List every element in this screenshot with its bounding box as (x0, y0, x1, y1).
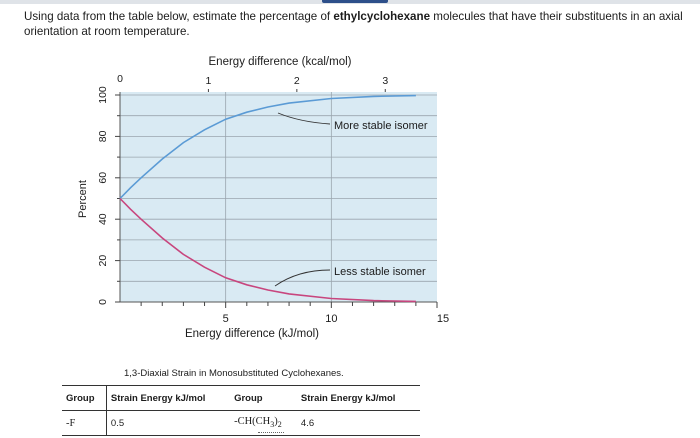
table-row: -F 0.5 -CH(CH3)2 4.6 (62, 410, 420, 436)
y-tick-label: 40 (97, 213, 109, 225)
header-badge (322, 0, 388, 3)
x-tick-label: 10 (325, 313, 337, 325)
series-line-more-stable (119, 94, 416, 200)
table-header-row: Group Strain Energy kJ/mol Group Strain … (62, 385, 420, 411)
cell-group-2: -CH(CH3)2 (230, 410, 297, 436)
y-ticks: 0 20 40 60 80 100 (97, 86, 120, 305)
question-emphasis: ethylcyclohexane (333, 10, 431, 23)
header-group-2: Group (230, 385, 297, 411)
table-caption: 1,3-Diaxial Strain in Monosubstituted Cy… (124, 368, 344, 379)
more-stable-leader (277, 112, 331, 125)
y-tick-label: 100 (97, 86, 109, 104)
plot-area (120, 92, 437, 302)
question-prefix: Using data from the table below, estimat… (24, 10, 331, 23)
x-tick-label: 5 (223, 313, 229, 325)
top-axis-label: Energy difference (kcal/mol) (209, 56, 352, 68)
less-stable-label: Less stable isomer (334, 266, 426, 278)
top-ticks: 0 1 2 3 (117, 73, 388, 92)
top-tick-label: 0 (117, 73, 123, 85)
header-group-1: Group (62, 385, 107, 411)
cell-strain-1: 0.5 (106, 410, 231, 436)
less-stable-leader (274, 269, 331, 287)
series-line-less-stable (119, 197, 416, 303)
y-axis-label: Percent (77, 180, 89, 218)
x-axis-label: Energy difference (kJ/mol) (185, 328, 319, 340)
y-tick-label: 60 (97, 172, 109, 184)
top-tick-label: 1 (205, 75, 211, 87)
y-tick-label: 20 (97, 255, 109, 267)
top-tick-label: 2 (294, 75, 300, 87)
next-row-fragment (258, 432, 284, 437)
question-text: Using data from the table below, estimat… (24, 9, 684, 39)
x-tick-label: 15 (437, 313, 449, 325)
y-tick-label: 0 (97, 299, 109, 305)
top-tick-label: 3 (382, 75, 388, 87)
series-lines (119, 94, 416, 303)
cell-group-1: -F (62, 410, 107, 436)
more-stable-label: More stable isomer (334, 120, 428, 132)
page-top-strip (0, 0, 700, 4)
x-ticks: 5 10 15 (140, 302, 449, 325)
grid-lines (120, 92, 437, 302)
cell-strain-2: 4.6 (296, 410, 420, 436)
header-strain-1: Strain Energy kJ/mol (106, 385, 231, 411)
strain-table: Group Strain Energy kJ/mol Group Strain … (62, 385, 420, 436)
question-suffix: molecules that have their substituents i… (24, 10, 683, 38)
y-tick-label: 80 (97, 130, 109, 142)
header-strain-2: Strain Energy kJ/mol (296, 385, 420, 411)
